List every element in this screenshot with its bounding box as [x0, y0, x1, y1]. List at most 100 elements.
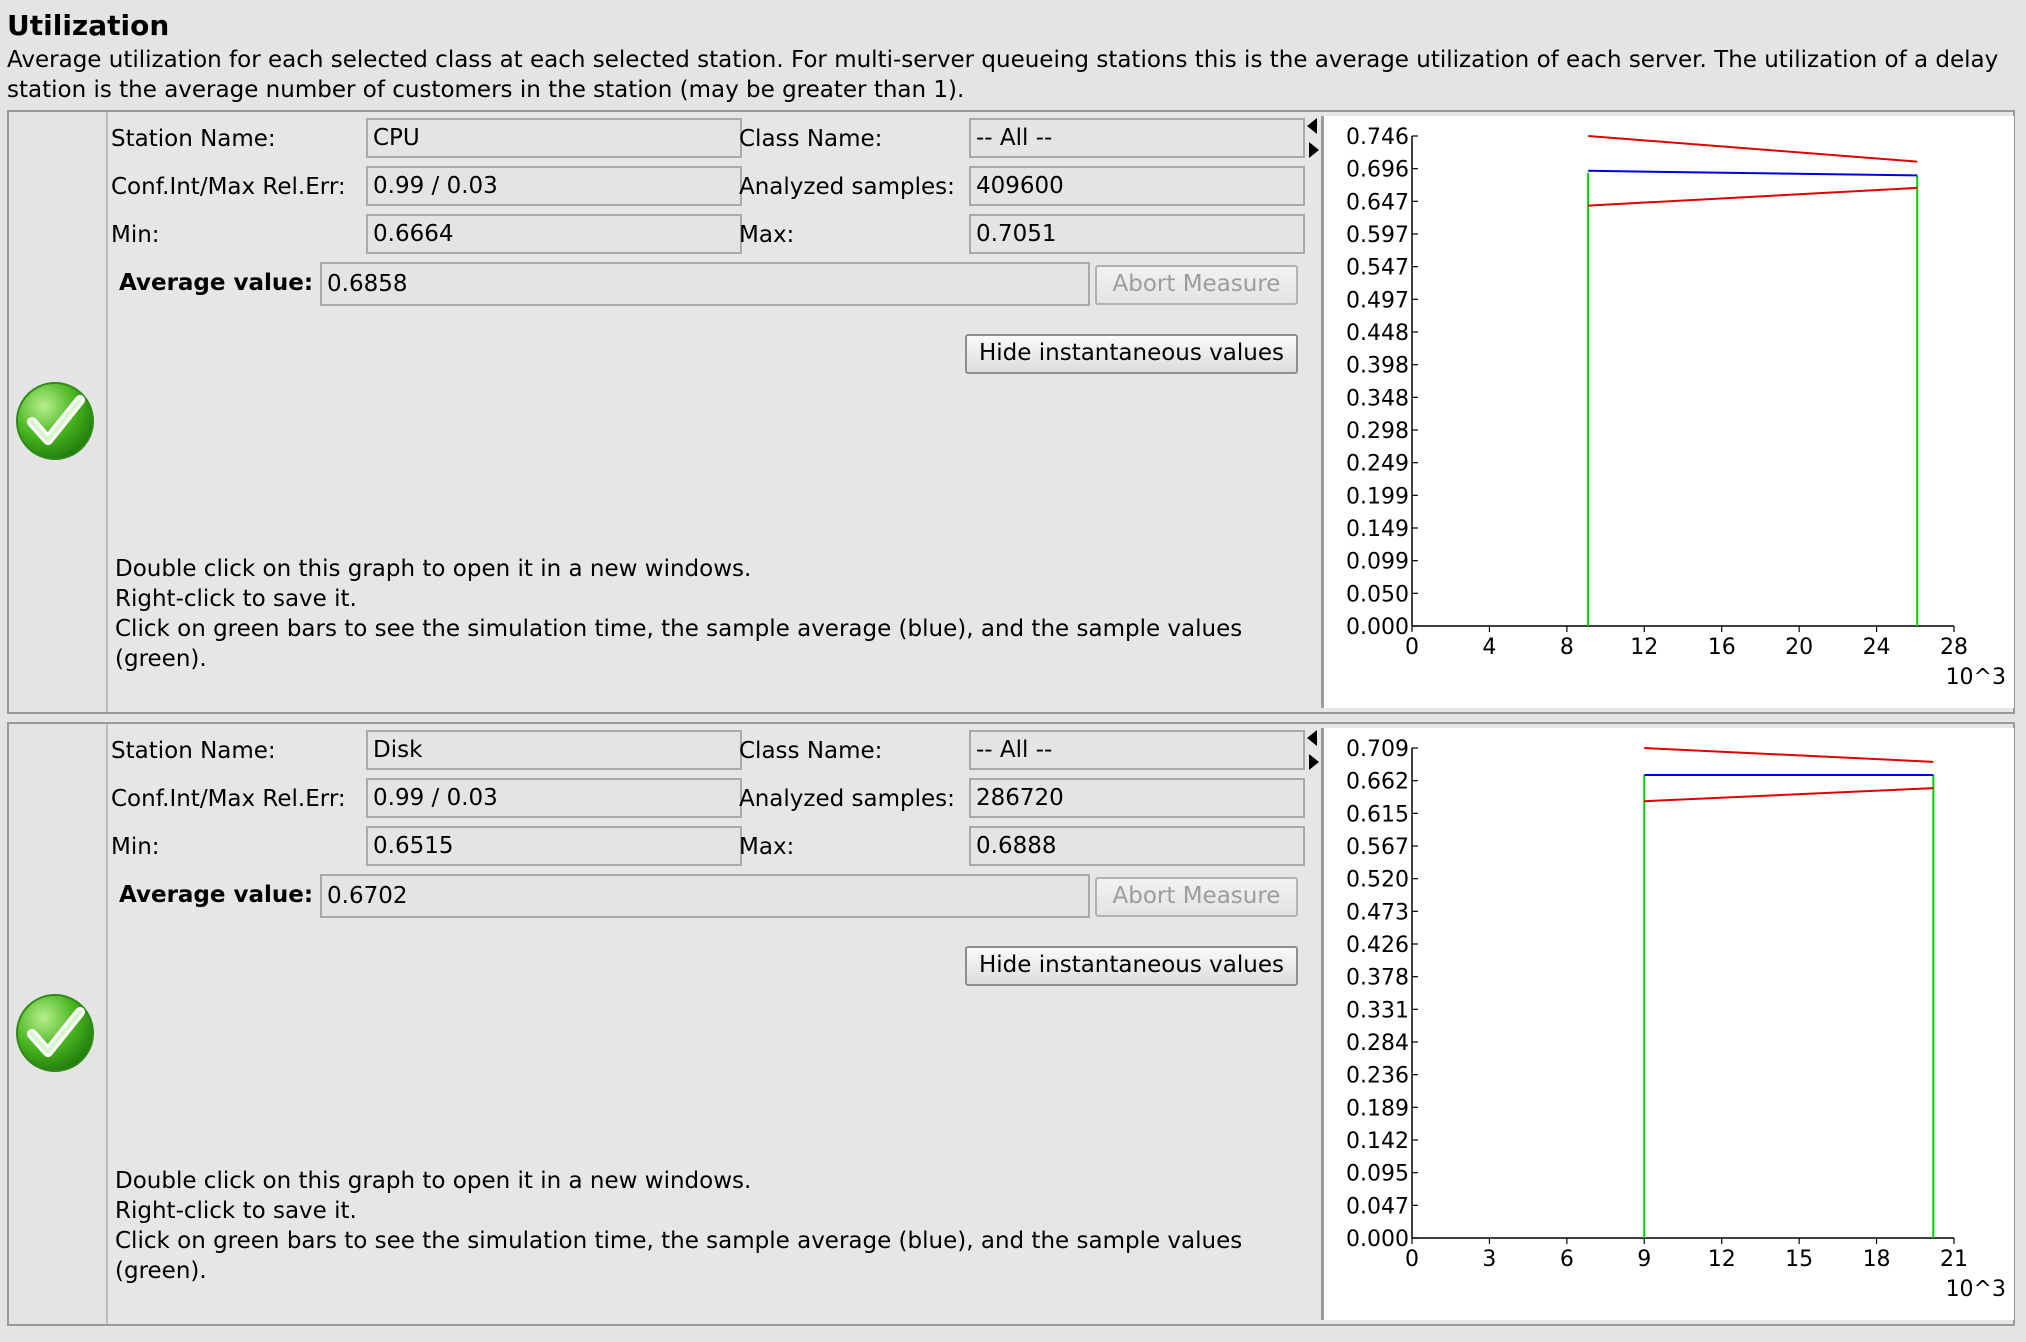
analyzed-samples-field[interactable]: 409600 [969, 166, 1305, 206]
station-name-label: Station Name: [111, 126, 276, 152]
station-name-field[interactable]: CPU [366, 118, 742, 158]
expand-right-arrow-icon[interactable] [1309, 142, 1319, 158]
y-tick-label: 0.284 [1346, 1031, 1409, 1056]
max-field[interactable]: 0.6888 [969, 826, 1305, 866]
y-tick-label: 0.497 [1346, 288, 1409, 313]
max-field[interactable]: 0.7051 [969, 214, 1305, 254]
x-tick-label: 0 [1405, 1247, 1419, 1272]
chart-svg[interactable]: 0.746 0.696 0.647 0.597 0.547 0.497 0.448 0.398… [1324, 116, 2014, 708]
check-icon [16, 994, 94, 1072]
x-tick-label: 3 [1482, 1247, 1496, 1272]
y-tick-label: 0.142 [1346, 1129, 1409, 1154]
conf-int-field[interactable]: 0.99 / 0.03 [366, 166, 742, 206]
x-tick-label: 4 [1482, 635, 1496, 660]
x-tick-label: 16 [1708, 635, 1736, 660]
class-name-label: Class Name: [739, 738, 883, 764]
max-label: Max: [739, 222, 795, 248]
hide-instantaneous-values-button[interactable]: Hide instantaneous values [965, 334, 1298, 374]
utilization-chart[interactable]: 0.746 0.696 0.647 0.597 0.547 0.497 0.448 0.398… [1321, 116, 2014, 708]
conf-int-field[interactable]: 0.99 / 0.03 [366, 778, 742, 818]
x-tick-label: 12 [1630, 635, 1658, 660]
x-tick-label: 20 [1785, 635, 1813, 660]
y-tick-label: 0.047 [1346, 1194, 1409, 1219]
y-tick-label: 0.331 [1346, 998, 1409, 1023]
y-tick-label: 0.249 [1346, 452, 1409, 477]
min-field[interactable]: 0.6664 [366, 214, 742, 254]
abort-measure-button[interactable]: Abort Measure [1095, 265, 1298, 305]
max-label: Max: [739, 834, 795, 860]
x-unit-label: 10^3 [1946, 1277, 2006, 1302]
x-tick-label: 12 [1708, 1247, 1736, 1272]
collapse-left-arrow-icon[interactable] [1307, 118, 1317, 134]
x-tick-label: 9 [1637, 1247, 1651, 1272]
class-name-label: Class Name: [739, 126, 883, 152]
y-tick-label: 0.149 [1346, 517, 1409, 542]
conf-int-label: Conf.Int/Max Rel.Err: [111, 786, 346, 812]
help-line: Right-click to save it. [115, 586, 357, 612]
status-column [9, 112, 108, 712]
average-value-label: Average value: [119, 270, 314, 296]
graph-help-text: Double click on this graph to open it in… [115, 1166, 1295, 1286]
graph-help-text: Double click on this graph to open it in… [115, 554, 1295, 674]
hide-instantaneous-values-button[interactable]: Hide instantaneous values [965, 946, 1298, 986]
y-tick-label: 0.615 [1346, 802, 1409, 827]
help-line: Double click on this graph to open it in… [115, 556, 752, 582]
help-line: Right-click to save it. [115, 1198, 357, 1224]
y-tick-label: 0.547 [1346, 256, 1409, 281]
conf-int-label: Conf.Int/Max Rel.Err: [111, 174, 346, 200]
class-name-field[interactable]: -- All -- [969, 730, 1305, 770]
y-tick-label: 0.095 [1346, 1162, 1409, 1187]
y-tick-label: 0.099 [1346, 550, 1409, 575]
average-value-field[interactable]: 0.6702 [320, 874, 1090, 918]
x-tick-label: 15 [1785, 1247, 1813, 1272]
y-tick-label: 0.426 [1346, 933, 1409, 958]
y-tick-label: 0.448 [1346, 321, 1409, 346]
y-tick-label: 0.662 [1346, 770, 1409, 795]
x-tick-label: 0 [1405, 635, 1419, 660]
y-tick-label: 0.189 [1346, 1096, 1409, 1121]
average-value-label: Average value: [119, 882, 314, 908]
analyzed-samples-field[interactable]: 286720 [969, 778, 1305, 818]
y-tick-label: 0.050 [1346, 582, 1409, 607]
x-tick-label: 28 [1940, 635, 1968, 660]
y-tick-label: 0.000 [1346, 1227, 1409, 1252]
y-tick-label: 0.398 [1346, 354, 1409, 379]
average-value-field[interactable]: 0.6858 [320, 262, 1090, 306]
expand-right-arrow-icon[interactable] [1309, 754, 1319, 770]
min-label: Min: [111, 834, 160, 860]
min-field[interactable]: 0.6515 [366, 826, 742, 866]
page-title: Utilization [7, 9, 170, 42]
y-tick-label: 0.709 [1346, 737, 1409, 762]
station-name-field[interactable]: Disk [366, 730, 742, 770]
help-line: Click on green bars to see the simulatio… [115, 1228, 1243, 1284]
chart-svg[interactable]: 0.709 0.662 0.615 0.567 0.520 0.473 0.426 0.378… [1324, 728, 2014, 1320]
help-line: Click on green bars to see the simulatio… [115, 616, 1243, 672]
y-tick-label: 0.199 [1346, 484, 1409, 509]
x-tick-label: 21 [1940, 1247, 1968, 1272]
x-tick-label: 8 [1560, 635, 1574, 660]
abort-measure-button[interactable]: Abort Measure [1095, 877, 1298, 917]
x-tick-label: 6 [1560, 1247, 1574, 1272]
class-name-field[interactable]: -- All -- [969, 118, 1305, 158]
lower-bound-line [1588, 186, 1918, 207]
status-column [9, 724, 108, 1324]
average-line [1588, 169, 1918, 177]
x-tick-label: 18 [1863, 1247, 1891, 1272]
lower-bound-line [1644, 787, 1934, 803]
upper-bound-line [1588, 135, 1918, 163]
collapse-left-arrow-icon[interactable] [1307, 730, 1317, 746]
page-description: Average utilization for each selected cl… [7, 47, 1999, 103]
utilization-chart[interactable]: 0.709 0.662 0.615 0.567 0.520 0.473 0.426 0.378… [1321, 728, 2014, 1320]
y-tick-label: 0.597 [1346, 223, 1409, 248]
y-tick-label: 0.236 [1346, 1064, 1409, 1089]
analyzed-samples-label: Analyzed samples: [739, 786, 955, 812]
y-tick-label: 0.348 [1346, 386, 1409, 411]
min-label: Min: [111, 222, 160, 248]
x-unit-label: 10^3 [1946, 665, 2006, 690]
y-tick-label: 0.647 [1346, 190, 1409, 215]
help-line: Double click on this graph to open it in… [115, 1168, 752, 1194]
check-icon [16, 382, 94, 460]
y-tick-label: 0.746 [1346, 125, 1409, 150]
analyzed-samples-label: Analyzed samples: [739, 174, 955, 200]
y-tick-label: 0.567 [1346, 835, 1409, 860]
